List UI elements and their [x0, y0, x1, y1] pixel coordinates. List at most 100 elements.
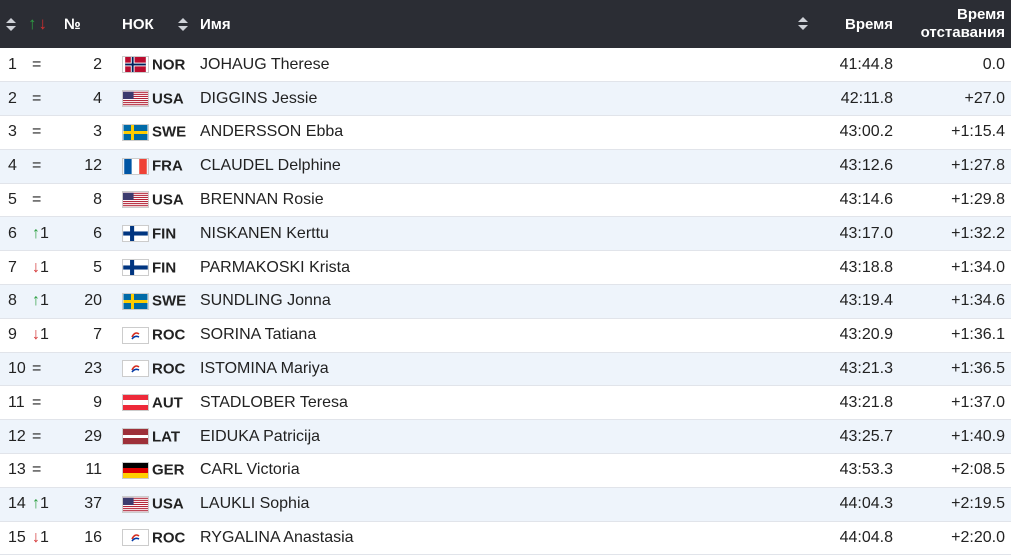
sort-icon[interactable] — [6, 17, 16, 32]
change-value: 1 — [40, 529, 49, 547]
noc-code: FRA — [152, 157, 183, 175]
sort-icon[interactable] — [798, 17, 808, 31]
time-column-header[interactable]: Время — [800, 0, 905, 48]
fra-flag-icon — [122, 157, 149, 175]
table-row[interactable]: 10 = 23 ROC ISTOMINA Mariya 43:21.3 +1:36.5 — [0, 352, 1011, 386]
table-row[interactable]: 4 = 12 FRA CLAUDEL Delphine 43:12.6 +1:27.8 — [0, 149, 1011, 184]
athlete-name-cell[interactable]: SUNDLING Jonna — [200, 292, 331, 310]
athlete-name-cell[interactable]: JOHAUG Therese — [200, 55, 330, 73]
athlete-name-cell[interactable]: ISTOMINA Mariya — [200, 360, 329, 378]
noc-code: ROC — [152, 529, 186, 547]
name-column-header[interactable]: Имя — [200, 0, 808, 48]
athlete-name-cell[interactable]: EIDUKA Patricija — [200, 427, 321, 445]
noc-cell: FRA — [122, 149, 200, 183]
gap-cell: +2:19.5 — [951, 495, 1005, 513]
position-change-cell: = — [28, 82, 58, 116]
time-cell: 43:20.9 — [839, 326, 893, 344]
noc-cell: USA — [122, 82, 200, 116]
athlete-name-cell[interactable]: BRENNAN Rosie — [200, 191, 324, 209]
aut-flag-icon — [122, 394, 149, 412]
athlete-name-cell[interactable]: SORINA Tatiana — [200, 326, 317, 344]
bib-cell: 12 — [84, 157, 102, 175]
table-row[interactable]: 7 ↓1 5 FIN PARMAKOSKI Krista 43:18.8 +1:34.0 — [0, 251, 1011, 285]
table-row[interactable]: 14 ↑1 37 USA LAUKLI Sophia 44:04.3 +2:19.5 — [0, 487, 1011, 522]
noc-code: SWE — [152, 123, 187, 141]
time-header-label: Время — [845, 15, 893, 33]
table-row[interactable]: 12 = 29 LAT EIDUKA Patricija 43:25.7 +1:40.9 — [0, 419, 1011, 454]
bib-cell: 16 — [84, 529, 102, 547]
athlete-name-cell[interactable]: LAUKLI Sophia — [200, 495, 310, 513]
gap-cell: +1:29.8 — [951, 191, 1005, 209]
table-row[interactable]: 11 = 9 AUT STADLOBER Teresa 43:21.8 +1:37.0 — [0, 386, 1011, 420]
change-value: = — [32, 360, 42, 378]
rank-cell: 11 — [8, 393, 25, 411]
table-row[interactable]: 1 = 2 NOR JOHAUG Therese 41:44.8 0.0 — [0, 48, 1011, 82]
noc-code: ROC — [152, 360, 186, 378]
noc-code: USA — [152, 89, 184, 107]
rank-cell: 10 — [8, 360, 26, 378]
position-change-cell: = — [28, 454, 58, 488]
athlete-name-cell[interactable]: PARMAKOSKI Krista — [200, 258, 350, 276]
nor-flag-icon — [122, 55, 149, 73]
rank-cell: 4 — [8, 157, 17, 175]
noc-header-label: НОК — [122, 15, 154, 33]
position-change-cell: = — [28, 386, 58, 420]
rank-cell: 13 — [8, 461, 26, 479]
noc-cell: USA — [122, 183, 200, 217]
noc-cell: FIN — [122, 251, 200, 285]
table-row[interactable]: 9 ↓1 7 ROC SORINA Tatiana 43:20.9 +1:36.1 — [0, 318, 1011, 353]
arrow-down-icon: ↓ — [32, 326, 40, 344]
table-row[interactable]: 13 = 11 GER CARL Victoria 43:53.3 +2:08.5 — [0, 454, 1011, 488]
noc-cell: SWE — [122, 285, 200, 319]
time-cell: 43:12.6 — [839, 157, 893, 175]
change-value: = — [32, 427, 42, 445]
table-row[interactable]: 5 = 8 USA BRENNAN Rosie 43:14.6 +1:29.8 — [0, 183, 1011, 217]
table-row[interactable]: 8 ↑1 20 SWE SUNDLING Jonna 43:19.4 +1:34.6 — [0, 284, 1011, 319]
bib-cell: 6 — [93, 224, 102, 242]
bib-column-header[interactable]: № — [58, 0, 116, 48]
time-cell: 43:21.8 — [839, 393, 893, 411]
noc-column-header[interactable]: НОК — [122, 0, 200, 48]
time-cell: 43:17.0 — [839, 224, 893, 242]
rank-column-header[interactable] — [0, 0, 28, 48]
time-cell: 43:00.2 — [839, 123, 893, 141]
athlete-name-cell[interactable]: CARL Victoria — [200, 461, 300, 479]
fin-flag-icon — [122, 225, 149, 243]
table-row[interactable]: 6 ↑1 6 FIN NISKANEN Kerttu 43:17.0 +1:32.2 — [0, 216, 1011, 251]
rank-cell: 2 — [8, 89, 17, 107]
gap-header-line2: отставания — [920, 24, 1005, 41]
gap-cell: +1:36.5 — [951, 360, 1005, 378]
athlete-name-cell[interactable]: DIGGINS Jessie — [200, 89, 318, 107]
athlete-name-cell[interactable]: RYGALINA Anastasia — [200, 529, 354, 547]
roc-flag-icon — [122, 360, 149, 378]
position-change-cell: = — [28, 183, 58, 217]
position-change-cell: = — [28, 116, 58, 150]
table-row[interactable]: 3 = 3 SWE ANDERSSON Ebba 43:00.2 +1:15.4 — [0, 116, 1011, 150]
position-change-cell: ↑1 — [28, 285, 58, 319]
rank-cell: 14 — [8, 495, 26, 513]
table-row[interactable]: 15 ↓1 16 ROC RYGALINA Anastasia 44:04.8 +2:20.… — [0, 521, 1011, 555]
gap-cell: +1:27.8 — [951, 157, 1005, 175]
arrow-down-icon: ↓ — [32, 258, 40, 276]
position-change-cell: ↑1 — [28, 217, 58, 251]
noc-cell: AUT — [122, 386, 200, 420]
position-change-column-header[interactable]: ↑ ↓ — [28, 0, 58, 48]
athlete-name-cell[interactable]: STADLOBER Teresa — [200, 393, 348, 411]
noc-code: USA — [152, 495, 184, 513]
gap-column-header[interactable]: Время отставания — [905, 0, 1011, 48]
noc-code: LAT — [152, 427, 181, 445]
change-value: = — [32, 393, 42, 411]
sort-icon[interactable] — [177, 17, 188, 32]
up-down-arrows-icon[interactable]: ↑ ↓ — [28, 14, 47, 33]
time-cell: 43:25.7 — [839, 427, 893, 445]
athlete-name-cell[interactable]: NISKANEN Kerttu — [200, 224, 329, 242]
change-value: = — [32, 157, 42, 175]
noc-cell: ROC — [122, 318, 200, 352]
position-change-cell: ↑1 — [28, 487, 58, 521]
rank-cell: 7 — [8, 258, 17, 276]
athlete-name-cell[interactable]: ANDERSSON Ebba — [200, 123, 344, 141]
bib-cell: 4 — [93, 89, 102, 107]
table-row[interactable]: 2 = 4 USA DIGGINS Jessie 42:11.8 +27.0 — [0, 81, 1011, 116]
position-change-cell: ↓1 — [28, 521, 58, 555]
athlete-name-cell[interactable]: CLAUDEL Delphine — [200, 157, 341, 175]
